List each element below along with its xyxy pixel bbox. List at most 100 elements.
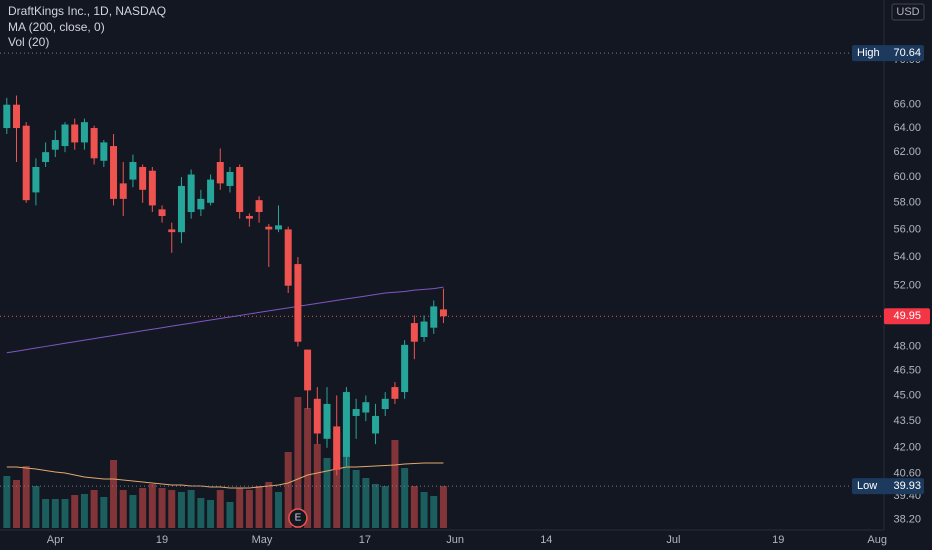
volume-bar [197,498,205,528]
indicator-label[interactable]: Vol (20) [8,35,49,49]
volume-bar [265,482,273,528]
volume-bar [80,494,88,528]
y-tick-label: 42.00 [893,442,921,454]
volume-ma-line [6,462,444,489]
candle-body [420,321,428,338]
y-tick-label: 52.00 [893,280,921,292]
volume-bar [71,495,79,528]
candle-body [110,146,118,199]
volume-bar [51,499,59,528]
candle-body [275,225,282,230]
volume-bar [119,490,127,528]
volume-bar [187,490,195,528]
candle-body [207,179,215,203]
volume-bar [139,488,147,528]
x-tick-label: Apr [47,534,64,546]
volume-bar [284,452,292,528]
earnings-marker[interactable] [288,508,308,528]
high-marker-value: 70.64 [893,47,921,59]
high-marker-box [852,45,924,62]
candle-body [323,403,331,439]
chart-title: DraftKings Inc., 1D, NASDAQ [8,4,166,18]
last-price-value: 49.95 [893,310,921,322]
candle-body [236,166,244,212]
volume-bar [255,486,263,528]
candle-body [61,124,69,147]
candle-body [100,142,108,161]
volume-bar [158,488,166,528]
volume-bar [275,492,282,528]
high-marker-label: High [857,47,880,59]
candle-body [304,349,312,391]
indicator-label[interactable]: MA (200, close, 0) [8,20,105,34]
volume-bar [110,460,118,528]
candle-body [294,264,302,342]
currency: USD [896,6,919,18]
candle-body [148,170,156,206]
candle-body [119,183,127,199]
candle-body [439,309,447,317]
volume-bar [439,486,447,528]
low-marker-value: 39.93 [893,480,921,492]
volume-bar [129,495,137,528]
volume-bar [168,490,176,528]
x-tick-label: 17 [359,534,371,546]
y-tick-label: 43.50 [893,415,921,427]
candle-body [51,140,59,150]
y-tick-label: 40.60 [893,467,921,479]
volume-bar [313,444,321,528]
x-tick-label: Jul [666,534,680,546]
y-tick-label: 66.00 [893,99,921,111]
candle-body [401,344,409,393]
candle-body [42,152,50,163]
candle-body [313,398,321,434]
volume-bar [304,408,312,528]
y-tick-label: 56.00 [893,223,921,235]
volume-bar [61,499,69,528]
y-tick-label: 48.00 [893,340,921,352]
volume-bar [420,492,428,528]
x-tick-label: Jun [446,534,464,546]
candle-body [3,104,11,129]
volume-bar [333,432,341,528]
volume-bar [3,476,11,528]
low-marker-box [852,478,924,495]
candle-body [129,162,137,180]
volume-bar [372,484,380,528]
volume-bar [391,440,399,528]
volume-bar [13,480,20,528]
volume-bar [410,486,418,528]
candle-body [381,398,389,410]
candle-body [216,162,224,184]
candle-body [362,402,370,413]
volume-bar [323,458,331,528]
x-tick-label: 19 [156,534,168,546]
y-tick-label: 38.20 [893,514,921,526]
volume-bar [236,488,244,528]
candle-body [430,306,438,328]
candle-body [13,104,20,129]
candle-body [226,172,234,186]
y-tick-label: 54.00 [893,251,921,263]
x-tick-label: Aug [867,534,887,546]
volume-bar [177,492,185,528]
x-tick-label: 14 [540,534,552,546]
candle-body [372,415,380,434]
volume-bar [90,490,98,528]
candle-body [391,387,399,399]
y-tick-label: 45.00 [893,389,921,401]
y-tick-label: 58.00 [893,197,921,209]
volume-bar [245,490,253,528]
currency-box[interactable] [891,3,925,21]
low-marker-label: Low [857,480,877,492]
volume-bar [294,397,302,528]
volume-bar [226,502,234,528]
y-tick-label: 46.50 [893,364,921,376]
volume-bar [381,486,389,528]
candle-body [32,166,40,193]
candle-body [284,229,292,286]
candle-body [333,426,341,470]
candle-body [187,174,195,212]
